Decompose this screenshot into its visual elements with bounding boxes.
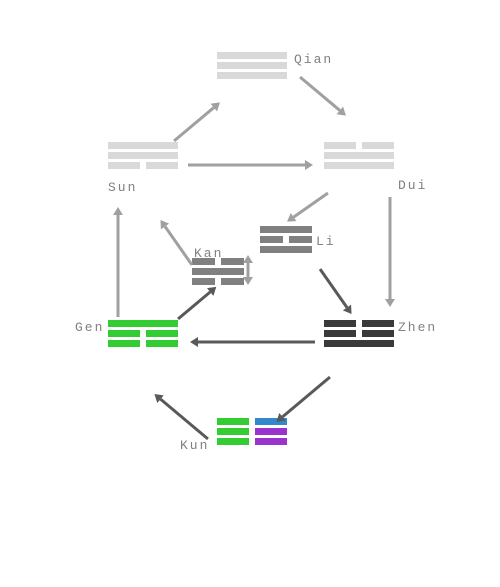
label-gen: Gen bbox=[75, 320, 104, 335]
label-zhen: Zhen bbox=[398, 320, 437, 335]
arrow-dui-li bbox=[283, 187, 332, 227]
trigram-dui bbox=[324, 142, 394, 169]
arrow-zhen-kun bbox=[272, 372, 335, 428]
trigram-sun bbox=[108, 142, 178, 169]
arrow-kan-sun bbox=[155, 216, 198, 269]
arrow-gen-zhen bbox=[190, 335, 315, 349]
trigram-qian bbox=[217, 52, 287, 79]
trigram-gen bbox=[108, 320, 178, 347]
label-kan: Kan bbox=[194, 246, 223, 261]
trigram-kan bbox=[192, 258, 244, 285]
arrow-qian-dui bbox=[296, 72, 351, 121]
arrow-gen-kan bbox=[174, 281, 221, 324]
label-sun: Sun bbox=[108, 180, 137, 195]
arrow-kun-gen bbox=[150, 389, 213, 445]
arrow-gen-sun bbox=[111, 207, 125, 317]
trigram-li bbox=[260, 226, 312, 253]
bagua-diagram: QianDuiSunLiKanZhenGenKun bbox=[0, 0, 500, 500]
arrow-sun-dui bbox=[188, 158, 313, 172]
label-dui: Dui bbox=[398, 178, 427, 193]
label-qian: Qian bbox=[294, 52, 333, 67]
arrow-sun-qian bbox=[170, 97, 225, 146]
arrow-li-zhen bbox=[314, 265, 357, 318]
arrow-kan-li bbox=[241, 255, 255, 285]
trigram-zhen bbox=[324, 320, 394, 347]
arrow-dui-zhen bbox=[383, 197, 397, 307]
label-li: Li bbox=[316, 234, 336, 249]
